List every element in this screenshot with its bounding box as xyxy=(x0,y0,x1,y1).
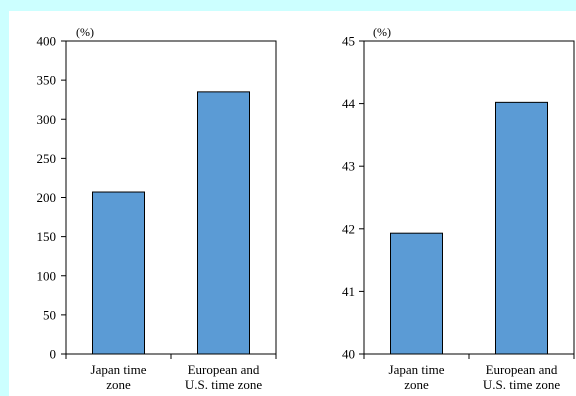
chart-1-ytick-label-4: 150 xyxy=(37,229,57,244)
chart-2-category-label-1-line-2: zone xyxy=(404,377,429,392)
chart-1-ytick-label-3: 100 xyxy=(37,268,57,283)
chart-1-ytick-label-8: 350 xyxy=(37,73,57,88)
chart-2-category-label-2-line-2: U.S. time zone xyxy=(483,377,560,392)
chart-2-ytick-label-5: 44 xyxy=(342,96,356,111)
chart-1-category-label-1-line-1: Japan time xyxy=(91,362,147,377)
chart-2-ytick-label-3: 42 xyxy=(342,221,355,236)
chart-1-unit-label: (%) xyxy=(76,25,94,39)
chart-2-unit-label: (%) xyxy=(373,25,391,39)
chart-1-category-label-1-line-2: zone xyxy=(106,377,131,392)
chart-2-ytick-label-4: 43 xyxy=(342,159,355,174)
chart-1-ytick-label-9: 400 xyxy=(37,34,57,49)
chart-1-ytick-label-1: 0 xyxy=(50,347,57,362)
chart-1-category-label-2-line-1: European and xyxy=(188,362,260,377)
chart-2-ytick-label-2: 41 xyxy=(342,284,355,299)
chart-1-category-label-2-line-2: U.S. time zone xyxy=(185,377,262,392)
chart-2-category-label-2-line-1: European and xyxy=(486,362,558,377)
chart-2-bar-2 xyxy=(495,101,548,355)
chart-1-ytick-label-2: 50 xyxy=(43,307,56,322)
chart-1-bar-2 xyxy=(197,91,250,355)
chart-1-ytick-label-5: 200 xyxy=(37,190,57,205)
chart-1-ytick-label-6: 250 xyxy=(37,151,57,166)
chart-2-ytick-label-6: 45 xyxy=(342,34,355,49)
chart-1-ytick-label-7: 300 xyxy=(37,112,57,127)
chart-2-bar-1 xyxy=(390,232,443,355)
chart-1-bar-1 xyxy=(92,191,145,355)
chart-2-category-label-1-line-1: Japan time xyxy=(389,362,445,377)
chart-2-ytick-label-1: 40 xyxy=(342,347,355,362)
